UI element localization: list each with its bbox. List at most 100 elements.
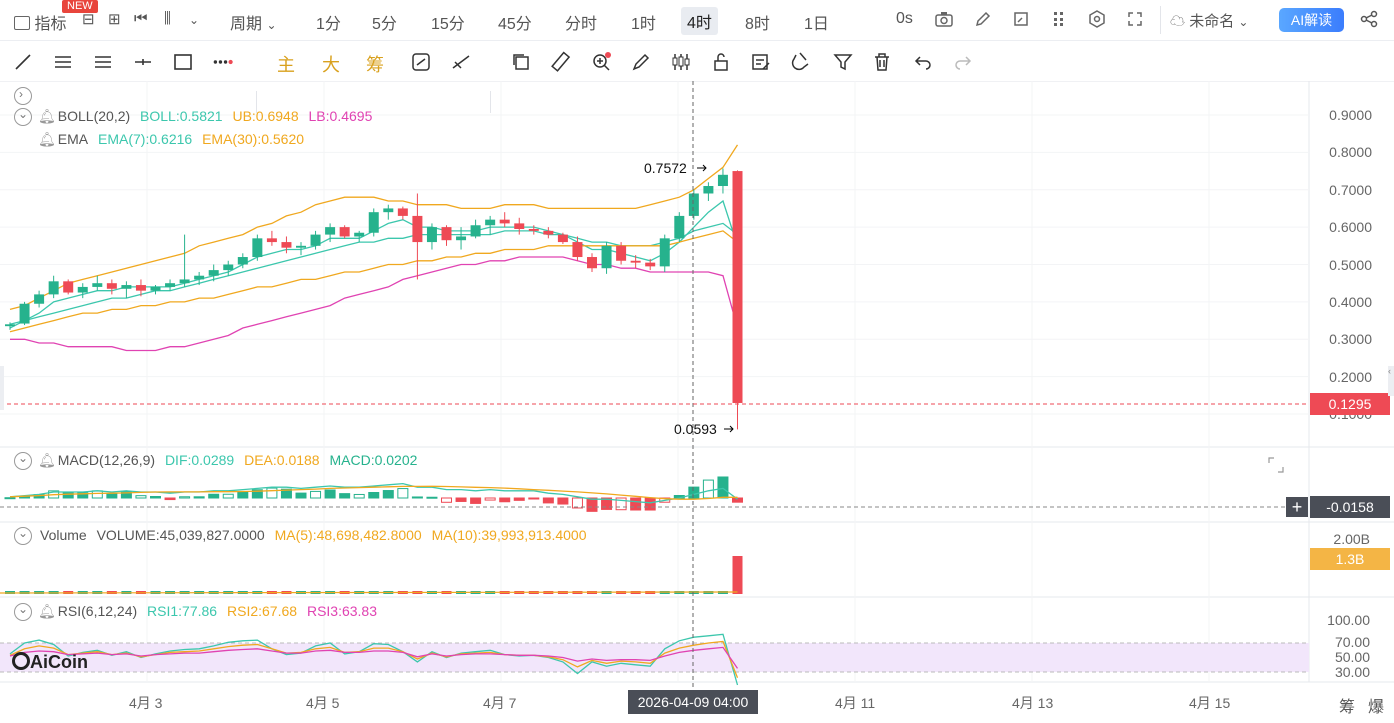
candle-type-icon[interactable]: ⫼ bbox=[164, 10, 171, 27]
macd-bar bbox=[732, 497, 743, 503]
lock-icon[interactable] bbox=[710, 51, 732, 73]
volume-name[interactable]: Volume bbox=[40, 527, 87, 543]
replay-icon[interactable]: ⏮ bbox=[134, 10, 148, 27]
candle-body bbox=[310, 234, 321, 246]
price-axis-label: 0.5000 bbox=[1329, 256, 1372, 273]
candles-icon[interactable] bbox=[670, 51, 692, 73]
collapse-icon[interactable]: ⌄ bbox=[14, 526, 32, 545]
layout-icon[interactable]: ⊞ bbox=[108, 11, 121, 28]
crosshair-time-tag: 2026-04-09 04:00 bbox=[628, 690, 758, 714]
interval-45m[interactable]: 45分 bbox=[498, 16, 532, 33]
rsi-name[interactable]: RSI(6,12,24) bbox=[57, 603, 138, 619]
expand-icon[interactable]: › bbox=[14, 87, 32, 105]
interval-5m[interactable]: 5分 bbox=[372, 16, 397, 33]
camera-icon[interactable] bbox=[934, 10, 954, 33]
collapse-icon[interactable]: ⌄ bbox=[14, 107, 32, 126]
collapse-icon[interactable]: ⌄ bbox=[14, 451, 32, 470]
undo-icon[interactable] bbox=[912, 51, 934, 73]
template-icon[interactable]: ⊟ bbox=[82, 11, 95, 28]
left-scroll-handle[interactable] bbox=[0, 366, 4, 410]
layout-selector[interactable]: ☁ 未命名 ⌄ bbox=[1170, 10, 1248, 31]
price-axis-label: 0.8000 bbox=[1329, 144, 1372, 161]
candle-body bbox=[179, 279, 190, 284]
candle-body bbox=[325, 227, 336, 235]
liquidation-toggle-button[interactable]: 爆 bbox=[1368, 699, 1385, 716]
parallel-lines-icon[interactable] bbox=[52, 51, 74, 73]
macd-bar bbox=[411, 496, 423, 499]
candle-body bbox=[92, 283, 103, 287]
volume-current-tag: 1.3B bbox=[1310, 548, 1390, 570]
big-order-button[interactable]: 大 bbox=[322, 55, 340, 75]
ema-name[interactable]: EMA bbox=[57, 131, 89, 147]
candle-body bbox=[441, 227, 452, 241]
price-axis-label: 0.9000 bbox=[1329, 107, 1372, 123]
chevron-down-icon[interactable]: ⌄ bbox=[189, 13, 200, 27]
boll-lb-line bbox=[10, 256, 739, 352]
main-chip-button[interactable]: 主 bbox=[277, 55, 295, 75]
ema-legend: 🔔︎ EMA EMA(7):0.6216 EMA(30):0.5620 bbox=[38, 131, 310, 148]
sync-icon[interactable] bbox=[410, 51, 432, 73]
candle-body bbox=[514, 223, 525, 229]
chip-toggle-button[interactable]: 筹 bbox=[1339, 699, 1356, 716]
pencil-icon[interactable] bbox=[974, 10, 992, 33]
interval-1d[interactable]: 1日 bbox=[804, 16, 829, 33]
macd-bar bbox=[77, 492, 89, 499]
redo-icon[interactable] bbox=[952, 51, 974, 73]
more-tools-icon[interactable] bbox=[212, 51, 234, 73]
maximize-icon[interactable] bbox=[1266, 455, 1286, 475]
macd-bar bbox=[470, 497, 482, 504]
price-axis-label: 0.6000 bbox=[1329, 219, 1372, 236]
ai-interpret-button[interactable]: AI解读 bbox=[1279, 8, 1344, 32]
chip-distribution-button[interactable]: 筹 bbox=[366, 55, 384, 75]
boll-legend: 🔔︎ BOLL(20,2) BOLL:0.5821 UB:0.6948 LB:0.… bbox=[38, 108, 378, 125]
settings-icon[interactable] bbox=[1088, 10, 1106, 33]
trendline-icon[interactable] bbox=[12, 51, 34, 73]
macd-name[interactable]: MACD(12,26,9) bbox=[57, 452, 156, 468]
time-label: 4月 3 bbox=[129, 695, 163, 711]
grid-icon[interactable] bbox=[1052, 10, 1070, 33]
popout-icon[interactable] bbox=[1012, 10, 1030, 33]
copy-icon[interactable] bbox=[510, 51, 532, 73]
gridlines bbox=[0, 81, 1309, 682]
cross-line-icon[interactable] bbox=[132, 51, 154, 73]
drawing-toolbar: 主 大 筹 bbox=[0, 41, 1394, 113]
candle-body bbox=[150, 286, 161, 291]
ruler-icon[interactable] bbox=[550, 51, 572, 73]
indicator-button[interactable]: 指标 bbox=[14, 10, 66, 34]
time-label: 4月 15 bbox=[1189, 695, 1231, 711]
interval-1m[interactable]: 1分 bbox=[316, 16, 341, 33]
zoom-in-icon[interactable] bbox=[590, 51, 612, 73]
interval-timeshare[interactable]: 分时 bbox=[565, 16, 598, 33]
brush-icon[interactable] bbox=[630, 51, 652, 73]
rectangle-icon[interactable] bbox=[172, 51, 194, 73]
divider bbox=[1160, 6, 1161, 34]
macd-bar bbox=[266, 487, 278, 499]
interval-1h[interactable]: 1时 bbox=[631, 16, 656, 33]
interval-4h[interactable]: 4时 bbox=[681, 7, 718, 35]
candle-body bbox=[499, 219, 510, 224]
magnet-icon[interactable] bbox=[790, 51, 812, 73]
collapse-icon[interactable]: ⌄ bbox=[14, 602, 32, 621]
interval-8h[interactable]: 8时 bbox=[745, 16, 770, 33]
boll-mid-line bbox=[9, 222, 738, 325]
share-icon[interactable] bbox=[1360, 10, 1378, 33]
macd-bar bbox=[382, 490, 394, 499]
rsi3-line bbox=[9, 646, 739, 669]
macd-bar bbox=[601, 497, 613, 510]
trash-icon[interactable] bbox=[871, 51, 893, 73]
macd-bar bbox=[91, 490, 103, 499]
filter-icon[interactable] bbox=[832, 51, 854, 73]
horizontal-lines-icon[interactable] bbox=[92, 51, 114, 73]
add-alert-button[interactable]: + bbox=[1286, 497, 1308, 517]
period-dropdown[interactable]: 周期 ⌄ bbox=[230, 10, 277, 34]
measure-icon[interactable] bbox=[450, 51, 472, 73]
time-label: 4月 7 bbox=[483, 695, 517, 711]
interval-15m[interactable]: 15分 bbox=[431, 16, 465, 33]
macd-bar bbox=[280, 488, 292, 499]
ma5-value: MA(5):48,698,482.8000 bbox=[274, 527, 422, 543]
edit-list-icon[interactable] bbox=[750, 51, 772, 73]
boll-name[interactable]: BOLL(20,2) bbox=[57, 108, 131, 124]
right-scroll-handle[interactable]: ‹ bbox=[1388, 366, 1394, 396]
fullscreen-icon[interactable] bbox=[1126, 10, 1144, 33]
